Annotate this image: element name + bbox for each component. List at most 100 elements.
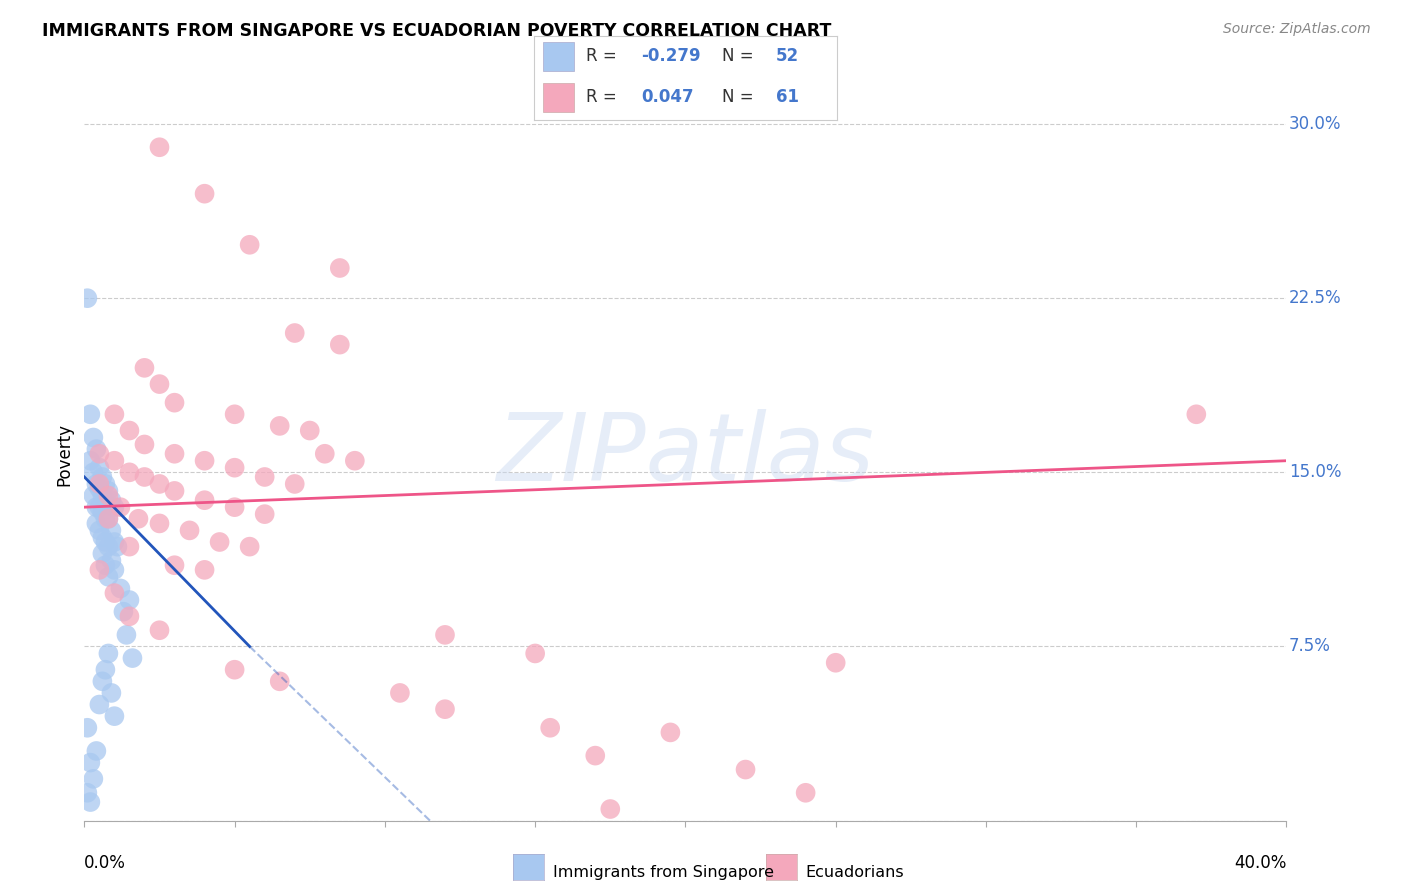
Text: 30.0%: 30.0% [1289, 115, 1341, 133]
Point [100, 493, 122, 508]
Point [103, 407, 125, 421]
Point [284, 326, 307, 340]
Point [224, 500, 246, 515]
Text: 15.0%: 15.0% [1289, 463, 1341, 482]
Point [89, 482, 111, 496]
Point [79, 454, 101, 468]
Text: 40.0%: 40.0% [1234, 854, 1286, 871]
Point [79, 756, 101, 770]
Point [86, 516, 108, 531]
Text: Immigrants from Singapore: Immigrants from Singapore [553, 865, 773, 880]
Point [734, 763, 756, 777]
Point [239, 540, 262, 554]
Point [524, 647, 547, 661]
Point [194, 186, 217, 201]
Point [269, 418, 291, 433]
Point [94, 477, 117, 491]
Point [76, 291, 98, 305]
Point [118, 609, 141, 624]
Point [239, 237, 262, 252]
Point [107, 540, 129, 554]
Point [103, 709, 125, 723]
Point [103, 586, 125, 600]
Point [91, 470, 114, 484]
Text: 22.5%: 22.5% [1289, 289, 1341, 307]
Point [91, 547, 114, 561]
Point [97, 512, 120, 526]
Point [89, 500, 111, 515]
Point [659, 725, 682, 739]
Point [79, 795, 101, 809]
Point [163, 447, 186, 461]
Point [148, 377, 170, 392]
Point [329, 337, 352, 351]
Point [163, 483, 186, 498]
Text: 52: 52 [776, 47, 799, 65]
Point [148, 477, 170, 491]
Point [314, 447, 336, 461]
Point [110, 582, 132, 596]
Point [538, 721, 561, 735]
Point [148, 624, 170, 638]
Point [103, 500, 125, 515]
Text: 61: 61 [776, 88, 799, 106]
Point [94, 663, 117, 677]
Point [91, 505, 114, 519]
Point [100, 524, 122, 538]
Point [103, 454, 125, 468]
Text: Source: ZipAtlas.com: Source: ZipAtlas.com [1223, 22, 1371, 37]
Point [163, 558, 186, 573]
Point [115, 628, 138, 642]
Point [94, 512, 117, 526]
Bar [543, 83, 574, 112]
Point [97, 483, 120, 498]
Point [89, 698, 111, 712]
Point [94, 535, 117, 549]
Point [194, 454, 217, 468]
Point [118, 540, 141, 554]
Text: 0.047: 0.047 [641, 88, 695, 106]
Point [100, 553, 122, 567]
Point [434, 702, 457, 716]
Point [194, 563, 217, 577]
Point [103, 563, 125, 577]
Point [194, 493, 217, 508]
Point [163, 395, 186, 409]
Point [388, 686, 411, 700]
Point [86, 477, 108, 491]
Point [82, 489, 104, 503]
Point [89, 460, 111, 475]
Point [284, 477, 307, 491]
Point [91, 489, 114, 503]
Point [179, 524, 201, 538]
Point [103, 535, 125, 549]
Text: Ecuadorians: Ecuadorians [806, 865, 904, 880]
Point [824, 656, 846, 670]
Point [224, 460, 246, 475]
Point [269, 674, 291, 689]
Point [86, 442, 108, 456]
Point [94, 558, 117, 573]
Point [82, 772, 104, 786]
Point [208, 535, 231, 549]
Text: N =: N = [721, 47, 759, 65]
Point [89, 563, 111, 577]
Point [89, 477, 111, 491]
Point [82, 430, 104, 444]
Text: 0.0%: 0.0% [84, 854, 127, 871]
Bar [543, 43, 574, 71]
Point [91, 674, 114, 689]
Point [100, 686, 122, 700]
Point [89, 447, 111, 461]
Point [583, 748, 606, 763]
Point [253, 470, 276, 484]
Text: R =: R = [586, 88, 621, 106]
Point [343, 454, 366, 468]
Point [97, 540, 120, 554]
Point [224, 407, 246, 421]
Point [82, 466, 104, 480]
Y-axis label: Poverty: Poverty [55, 424, 73, 486]
Point [86, 500, 108, 515]
Text: IMMIGRANTS FROM SINGAPORE VS ECUADORIAN POVERTY CORRELATION CHART: IMMIGRANTS FROM SINGAPORE VS ECUADORIAN … [42, 22, 831, 40]
Point [86, 744, 108, 758]
